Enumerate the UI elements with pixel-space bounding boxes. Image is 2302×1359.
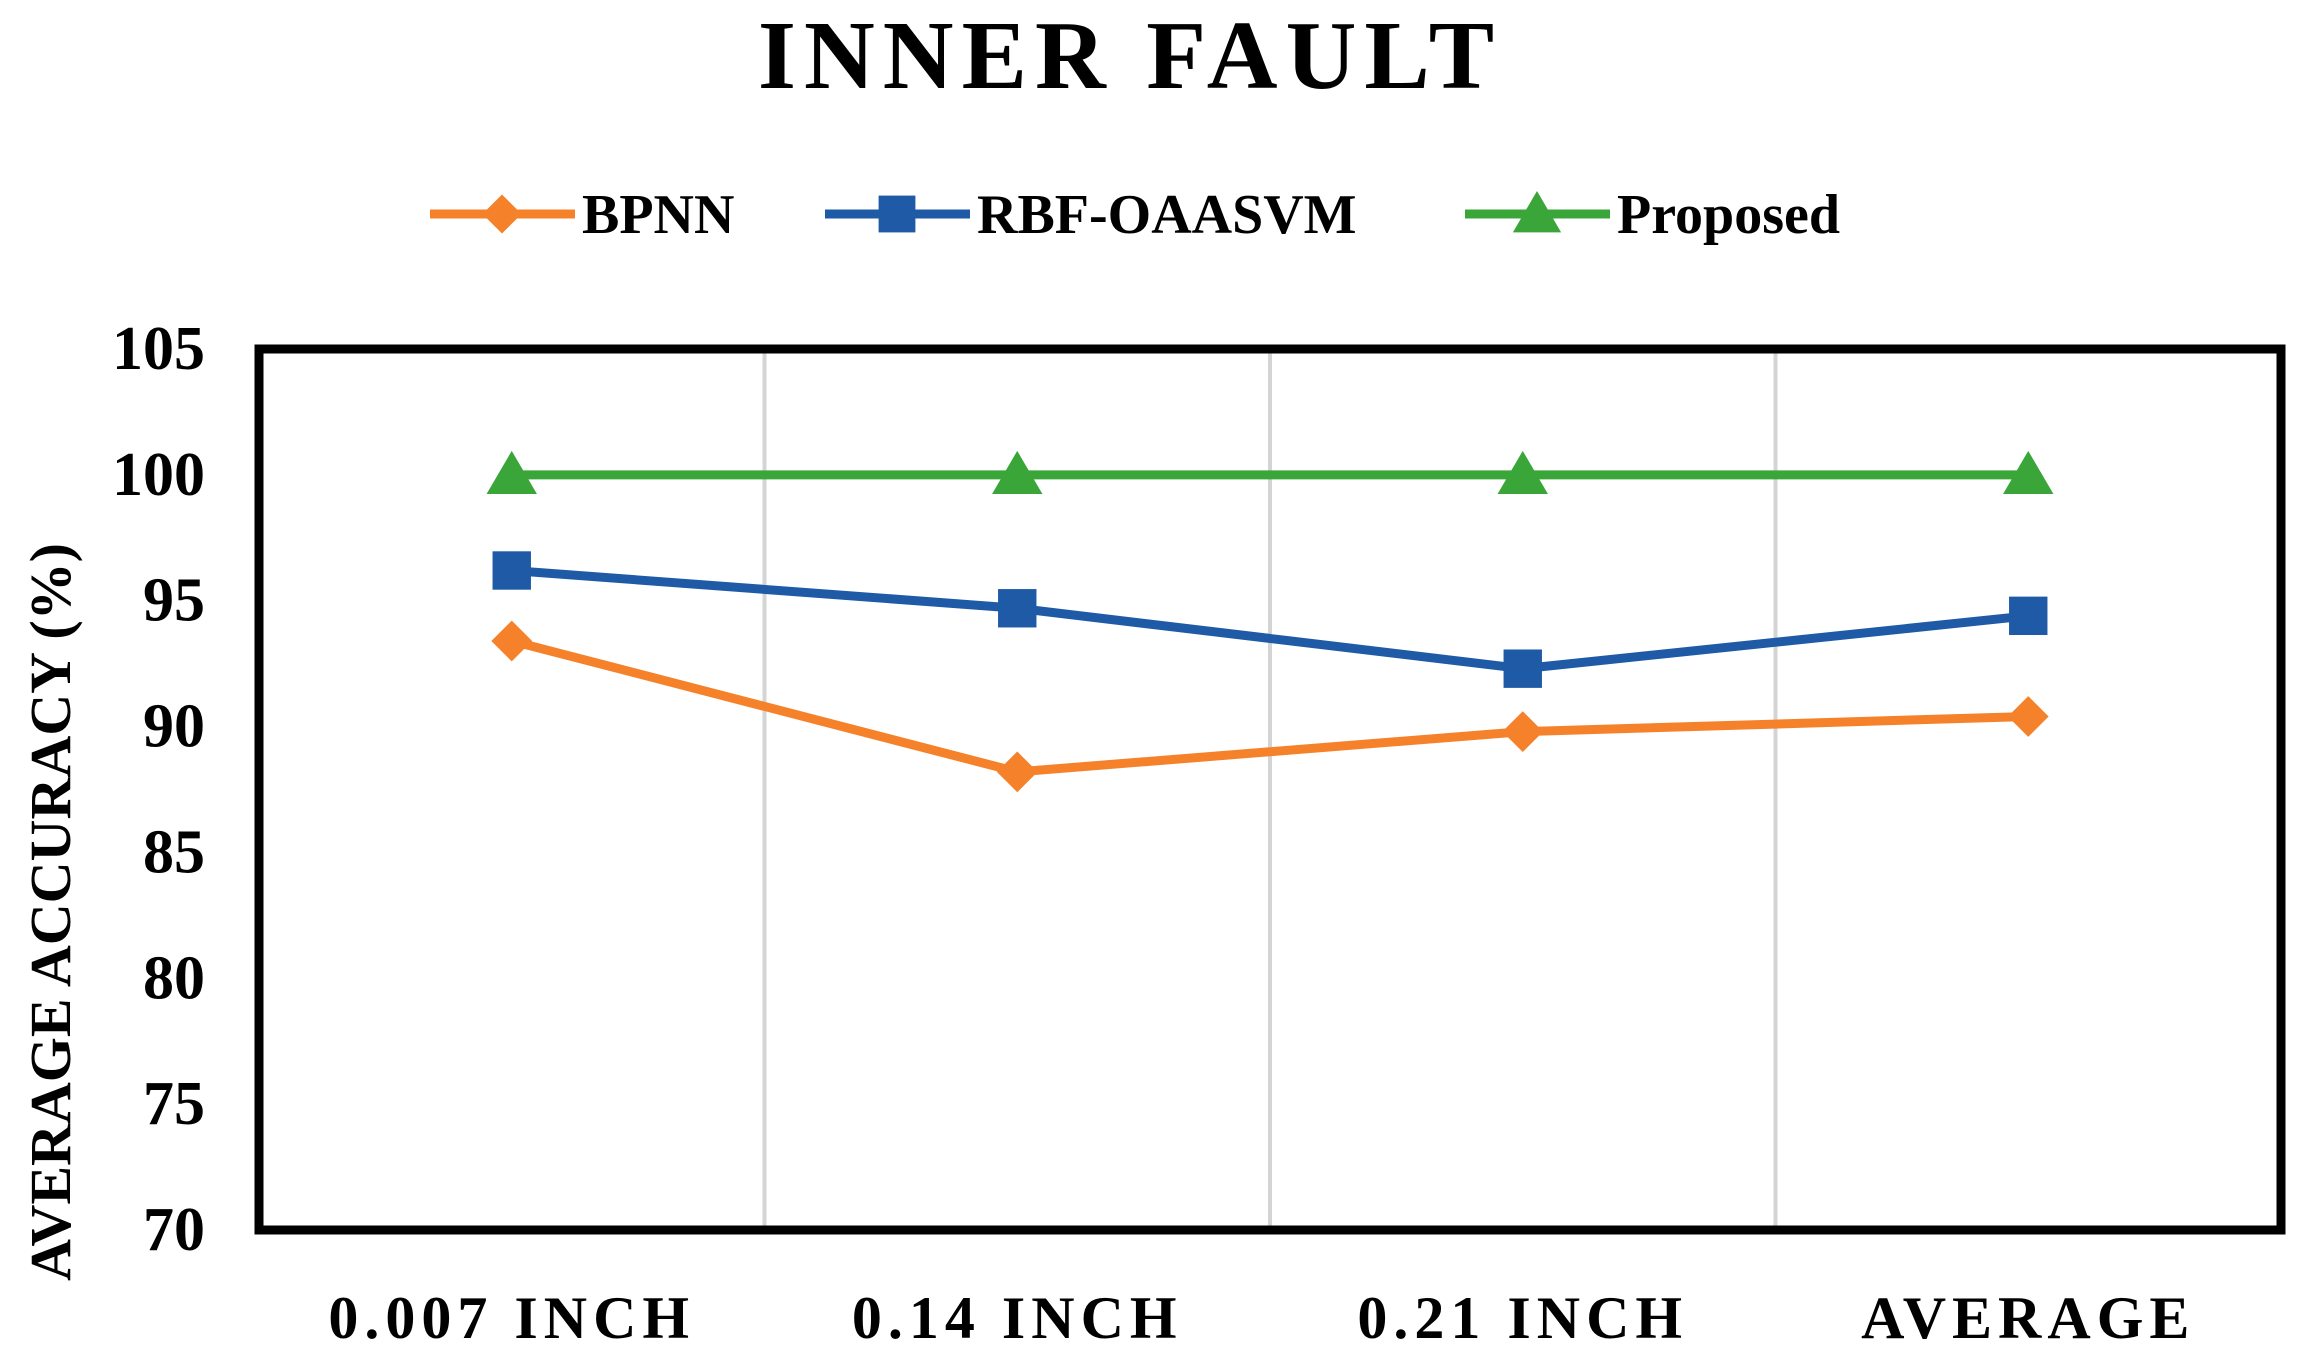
data-point [482, 194, 522, 234]
legend-label: Proposed [1617, 184, 1840, 246]
data-point [492, 551, 531, 590]
x-tick-label: AVERAGE [1861, 1285, 2195, 1351]
legend-item: BPNN [430, 184, 734, 246]
y-tick-label: 105 [112, 315, 205, 383]
legend-item: Proposed [1465, 184, 1840, 246]
x-tick-label: 0.007 INCH [328, 1285, 695, 1351]
y-tick-label: 70 [143, 1196, 205, 1264]
legend-item: RBF-OAASVM [825, 184, 1357, 246]
y-tick-label: 100 [112, 441, 205, 509]
data-point [491, 620, 533, 662]
y-axis-ticks: 70 75 80 85 90 95 100 105 [112, 315, 205, 1264]
y-tick-label: 95 [143, 567, 205, 635]
y-axis-label: AVERAGE ACCURACY (%) [18, 543, 83, 1281]
data-point [1497, 450, 1548, 495]
data-point [992, 450, 1043, 495]
chart-title: INNER FAULT [758, 2, 1502, 110]
legend-label: RBF-OAASVM [977, 184, 1357, 246]
legend: BPNN RBF-OAASVM Proposed [430, 184, 1840, 246]
data-point [2003, 450, 2054, 495]
y-tick-label: 80 [143, 944, 205, 1012]
data-point [1512, 191, 1562, 233]
data-point [486, 450, 537, 495]
y-tick-label: 75 [143, 1070, 205, 1138]
plot-frame [254, 344, 2286, 1235]
gridlines [762, 349, 1778, 1230]
x-tick-label: 0.14 INCH [852, 1285, 1183, 1351]
y-tick-label: 90 [143, 693, 205, 761]
y-tick-label: 85 [143, 818, 205, 886]
series-bpnn [491, 620, 2049, 793]
data-point [2009, 596, 2048, 636]
data-point [1503, 649, 1542, 688]
x-axis-ticks: 0.007 INCH 0.14 INCH 0.21 INCH AVERAGE [328, 1285, 2195, 1351]
series-rbf-oaasvm [492, 551, 2048, 688]
data-point [2007, 696, 2049, 737]
data-point [878, 195, 916, 233]
series-line [510, 636, 2029, 777]
data-point [1502, 711, 1544, 753]
data-point [998, 589, 1037, 628]
series-proposed [486, 450, 2054, 495]
data-point [996, 751, 1038, 793]
series-line [511, 566, 2029, 674]
x-tick-label: 0.21 INCH [1357, 1285, 1688, 1351]
series-layer [486, 450, 2054, 793]
legend-label: BPNN [582, 184, 734, 246]
